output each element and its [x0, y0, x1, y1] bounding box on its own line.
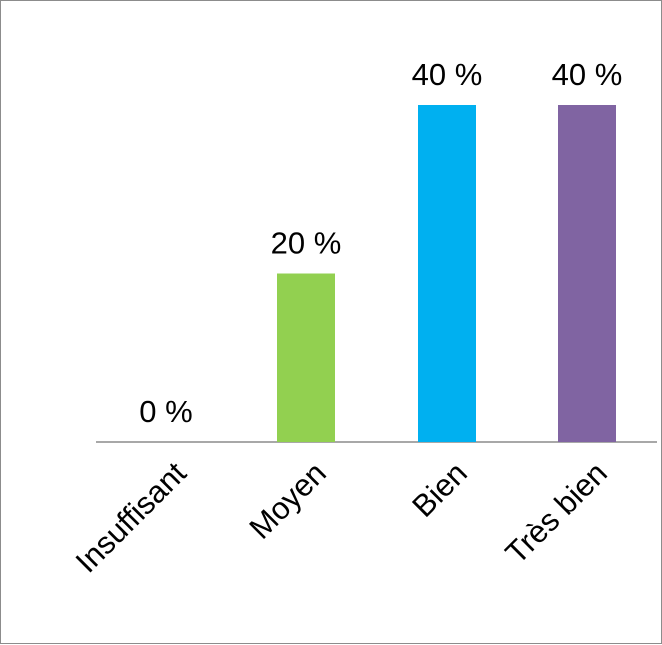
value-label: 20 %	[271, 226, 342, 261]
category-label: Bien	[405, 455, 474, 524]
value-label: 40 %	[412, 57, 483, 92]
value-label: 0 %	[139, 394, 192, 429]
category-label: Très bien	[499, 455, 614, 570]
bar-bien	[418, 105, 476, 442]
value-labels-group: 0 % 20 % 40 % 40 %	[139, 57, 622, 429]
category-label: Moyen	[242, 455, 333, 546]
category-labels-group: Insuffisant Moyen Bien Très bien	[69, 455, 614, 580]
category-label: Insuffisant	[69, 455, 194, 580]
bar-moyen	[277, 273, 335, 442]
value-label: 40 %	[552, 57, 623, 92]
bar-tr-s-bien	[558, 105, 616, 442]
bars-group	[277, 105, 616, 442]
